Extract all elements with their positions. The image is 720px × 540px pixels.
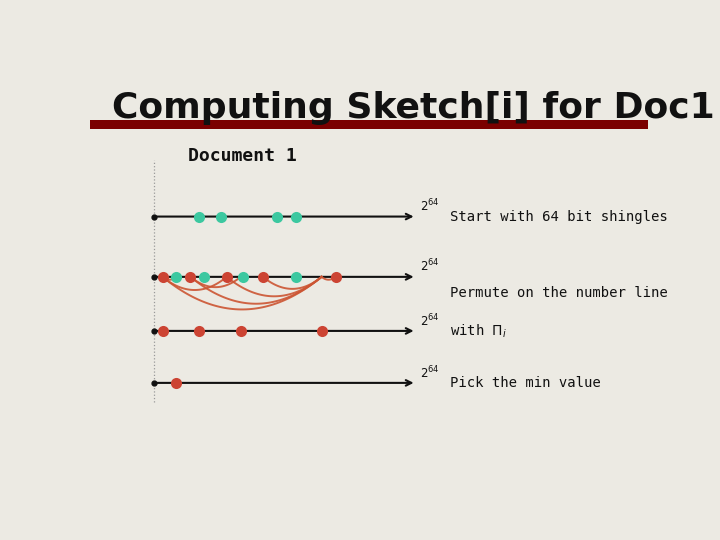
Text: Permute on the number line: Permute on the number line — [450, 287, 667, 300]
Text: $2^{64}$: $2^{64}$ — [420, 364, 440, 381]
Text: $2^{64}$: $2^{64}$ — [420, 312, 440, 329]
Bar — [90, 120, 648, 129]
Text: Pick the min value: Pick the min value — [450, 376, 600, 390]
Text: with $\Pi_i$: with $\Pi_i$ — [450, 322, 507, 340]
Text: Start with 64 bit shingles: Start with 64 bit shingles — [450, 210, 667, 224]
Text: $2^{64}$: $2^{64}$ — [420, 258, 440, 275]
Text: Computing Sketch[i] for Doc1: Computing Sketch[i] for Doc1 — [112, 91, 715, 125]
Text: Document 1: Document 1 — [188, 147, 297, 165]
Text: $2^{64}$: $2^{64}$ — [420, 198, 440, 214]
